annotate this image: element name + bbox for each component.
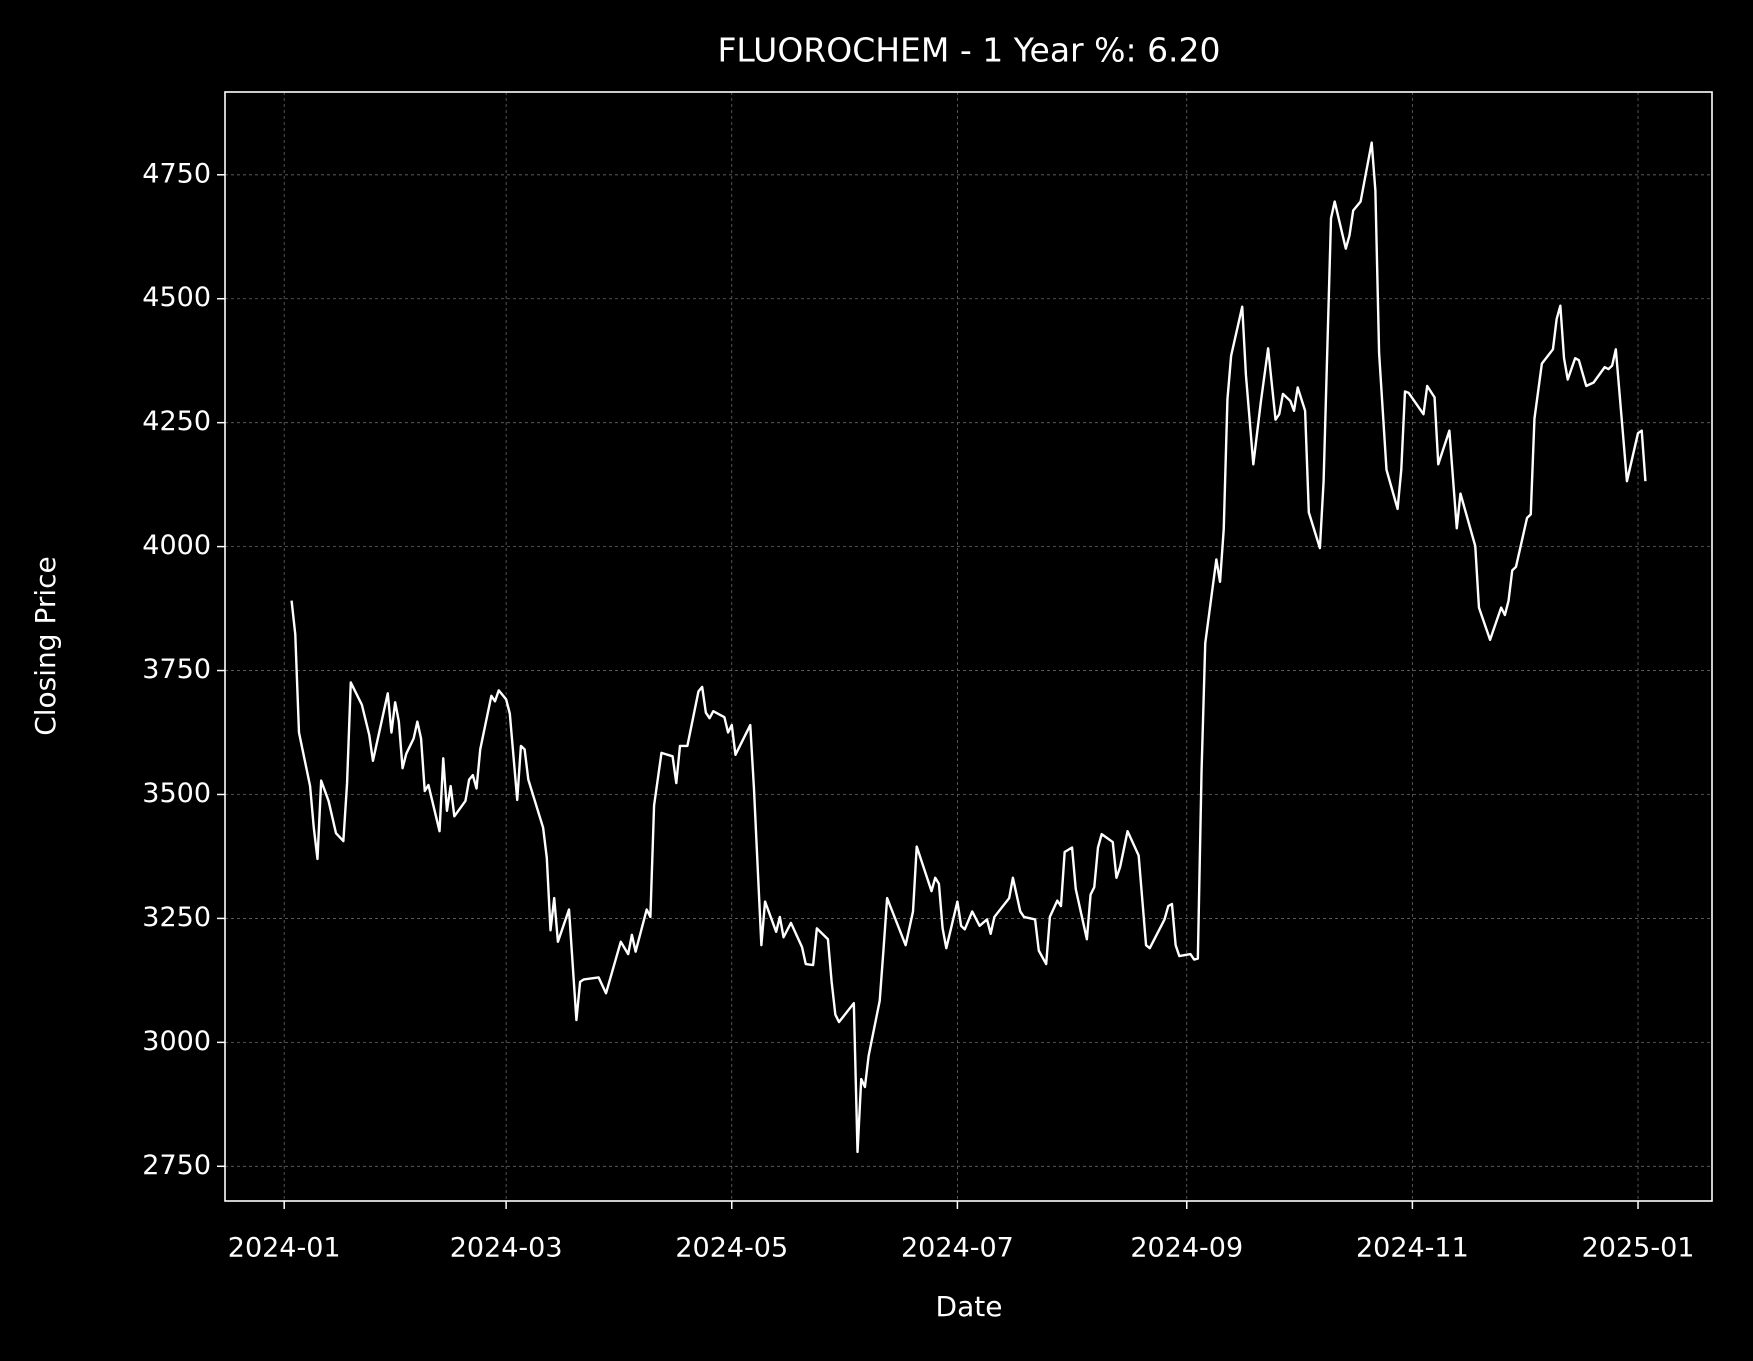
x-tick-label: 2024-09 xyxy=(1130,1233,1243,1264)
y-tick-label: 2750 xyxy=(142,1150,211,1181)
x-tick-label: 2024-03 xyxy=(450,1233,563,1264)
axes-frame xyxy=(224,91,1713,1202)
chart-title: FLUOROCHEM - 1 Year %: 6.20 xyxy=(717,31,1220,70)
x-tick-label: 2024-01 xyxy=(228,1233,341,1264)
y-tick-label: 4000 xyxy=(142,530,211,561)
x-tick-label: 2025-01 xyxy=(1582,1233,1695,1264)
x-tick-label: 2024-07 xyxy=(901,1233,1014,1264)
y-tick-label: 3250 xyxy=(142,902,211,933)
y-tick-label: 4500 xyxy=(142,282,211,313)
x-axis-label: Date xyxy=(936,1290,1003,1323)
plot-area xyxy=(290,141,1647,1154)
y-tick-label: 3000 xyxy=(142,1026,211,1057)
x-tick-label: 2024-05 xyxy=(675,1233,788,1264)
price-line xyxy=(290,141,1647,1154)
y-tick-label: 4250 xyxy=(142,406,211,437)
x-tick-label: 2024-11 xyxy=(1356,1233,1469,1264)
y-axis-label: Closing Price xyxy=(29,556,62,736)
y-tick-label: 4750 xyxy=(142,158,211,189)
y-tick-label: 3750 xyxy=(142,654,211,685)
y-tick-label: 3500 xyxy=(142,778,211,809)
grid xyxy=(225,92,1712,1201)
